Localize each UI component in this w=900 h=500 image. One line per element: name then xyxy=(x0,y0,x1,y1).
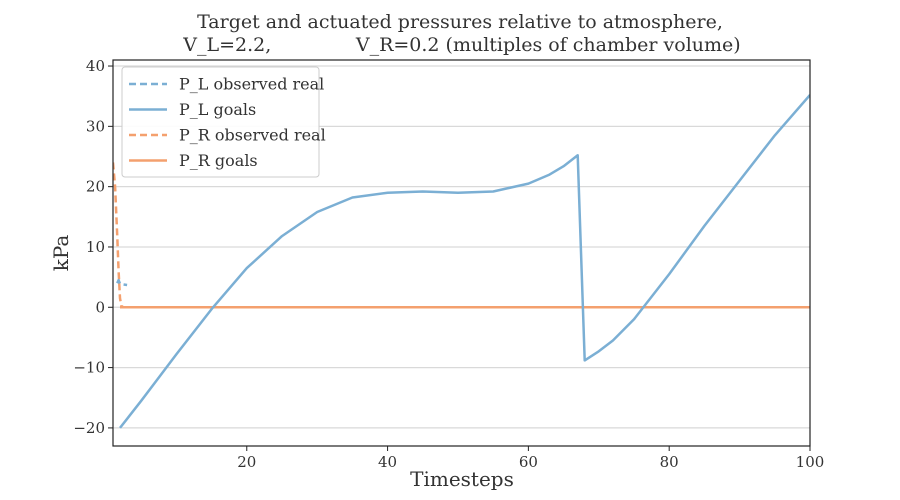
y-tick-label: 30 xyxy=(86,117,105,135)
x-axis-label: Timesteps xyxy=(410,467,514,491)
y-axis-label: kPa xyxy=(49,235,73,272)
chart-title-line-2: V_L=2.2, V_R=0.2 (multiples of chamber v… xyxy=(182,34,740,56)
x-tick-label: 20 xyxy=(237,453,256,471)
y-tick-label: 0 xyxy=(95,298,105,316)
x-tick-label: 100 xyxy=(796,453,825,471)
data-series xyxy=(113,94,810,429)
x-tick-label: 80 xyxy=(660,453,679,471)
y-tick-label: −20 xyxy=(73,419,105,437)
legend-box xyxy=(121,66,320,178)
axis-ticks: 20 40 60 80 100 −20 −10 0 10 20 30 40 xyxy=(73,57,824,471)
series-line-p-l-goals xyxy=(119,94,810,429)
x-tick-label: 40 xyxy=(378,453,397,471)
legend-label: P_L goals xyxy=(179,100,256,119)
y-tick-label: 40 xyxy=(86,57,105,75)
legend: P_L observed real P_L goals P_R observed r… xyxy=(121,66,326,178)
y-tick-label: 20 xyxy=(86,178,105,196)
series-line-p-r-observed-real xyxy=(113,162,128,309)
legend-label: P_R goals xyxy=(179,151,258,170)
y-tick-label: 10 xyxy=(86,238,105,256)
chart-title: Target and actuated pressures relative t… xyxy=(182,11,740,56)
x-tick-label: 60 xyxy=(519,453,538,471)
series-line-p-l-observed-real xyxy=(116,278,128,287)
legend-label: P_R observed real xyxy=(179,126,326,145)
plot-area-frame xyxy=(112,59,811,447)
legend-label: P_L observed real xyxy=(179,75,324,94)
chart-title-line-1: Target and actuated pressures relative t… xyxy=(197,11,723,33)
y-tick-label: −10 xyxy=(73,359,105,377)
